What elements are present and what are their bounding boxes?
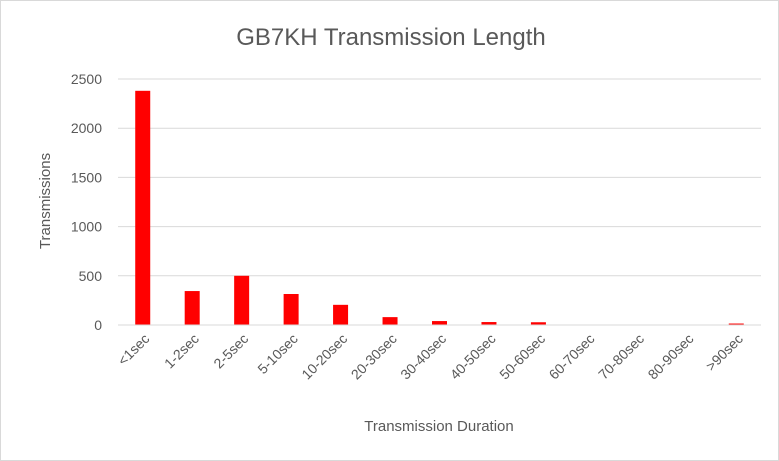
x-tick-label: 10-20sec bbox=[298, 330, 350, 382]
y-tick-label: 0 bbox=[94, 317, 102, 333]
x-tick-label: 80-90sec bbox=[645, 330, 697, 382]
x-axis-title: Transmission Duration bbox=[364, 418, 514, 435]
bar bbox=[728, 323, 744, 325]
x-tick-label: 60-70sec bbox=[546, 330, 598, 382]
x-tick-label: >90sec bbox=[702, 330, 746, 374]
x-tick-label: 1-2sec bbox=[161, 330, 202, 371]
gridlines bbox=[118, 78, 761, 277]
y-axis-ticks: 0 500 1000 1500 2000 2500 bbox=[71, 71, 102, 333]
x-tick-label: 40-50sec bbox=[447, 330, 499, 382]
bars bbox=[135, 90, 744, 325]
x-tick-label: 20-30sec bbox=[348, 330, 400, 382]
bar bbox=[283, 294, 299, 325]
y-tick-label: 1000 bbox=[71, 219, 102, 235]
bar bbox=[333, 304, 349, 325]
bar bbox=[135, 90, 151, 325]
y-tick-label: 500 bbox=[79, 268, 103, 284]
y-tick-label: 1500 bbox=[71, 169, 102, 185]
bar bbox=[184, 291, 200, 325]
x-tick-label: 5-10sec bbox=[254, 330, 301, 377]
y-axis-title: Transmissions bbox=[37, 153, 54, 249]
x-tick-label: 2-5sec bbox=[210, 330, 251, 371]
x-tick-label: <1sec bbox=[114, 330, 152, 368]
x-tick-label: 30-40sec bbox=[397, 330, 449, 382]
bar bbox=[530, 322, 546, 325]
y-tick-label: 2000 bbox=[71, 120, 102, 136]
bar bbox=[382, 317, 398, 325]
bar bbox=[481, 322, 497, 325]
chart-title: GB7KH Transmission Length bbox=[236, 24, 545, 51]
x-tick-label: 70-80sec bbox=[595, 330, 647, 382]
bar bbox=[432, 321, 447, 325]
x-tick-label: 50-60sec bbox=[496, 330, 548, 382]
bar bbox=[234, 275, 250, 325]
y-tick-label: 2500 bbox=[71, 71, 102, 87]
x-axis-ticks: <1sec 1-2sec 2-5sec 5-10sec10-20sec20-30sec… bbox=[114, 330, 746, 382]
